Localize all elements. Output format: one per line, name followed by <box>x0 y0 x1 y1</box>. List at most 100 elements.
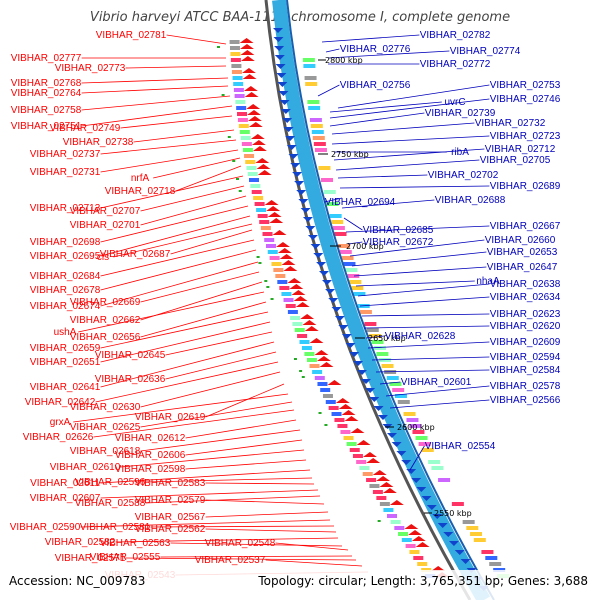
forward-gene-arrow <box>247 116 262 121</box>
reverse-gene-arrow <box>396 451 407 456</box>
left-leader-line <box>185 459 307 470</box>
left-leader-line <box>145 477 313 483</box>
forward-gene-arrow <box>295 302 310 307</box>
forward-gene-arrow <box>302 320 317 325</box>
left-leader-line <box>205 482 315 485</box>
cog-block <box>314 148 327 152</box>
right-leader-line <box>325 48 340 53</box>
cog-block <box>239 130 250 134</box>
reverse-gene-arrow <box>401 460 412 465</box>
forward-gene-arrow <box>241 68 256 73</box>
cog-block <box>389 382 402 386</box>
cog-block <box>376 496 387 500</box>
right-leader-line <box>339 185 490 189</box>
cog-block <box>331 220 344 224</box>
right-leader-line <box>357 283 490 297</box>
cog-block <box>343 436 354 440</box>
right-gene-label: VIBHAR_02638 <box>490 279 561 290</box>
cog-block <box>379 502 390 506</box>
reverse-gene-arrow <box>292 172 303 177</box>
cog-block <box>428 460 441 464</box>
marker-tick <box>221 94 225 96</box>
right-leader-line <box>335 159 480 171</box>
reverse-gene-arrow <box>406 469 417 474</box>
tick-label-2800: 2800 kbp <box>325 56 363 65</box>
forward-gene-arrow <box>240 56 255 61</box>
right-gene-label: VIBHAR_02772 <box>420 59 491 70</box>
forward-gene-arrow <box>291 290 306 295</box>
forward-gene-arrow <box>389 500 404 505</box>
cog-block <box>409 424 422 428</box>
right-leader-line <box>324 197 343 203</box>
left-leader-line <box>100 489 319 499</box>
left-gene-label: VIBHAR_02764 <box>11 88 82 99</box>
cog-block <box>332 226 345 230</box>
reverse-gene-arrow <box>341 334 352 339</box>
reverse-gene-arrow <box>338 325 349 330</box>
reverse-gene-arrow <box>302 217 313 222</box>
cog-block <box>304 76 317 80</box>
left-gene-label: VIBHAR_02738 <box>63 137 134 148</box>
cog-block <box>337 424 348 428</box>
forward-gene-arrow <box>255 158 270 163</box>
cog-block <box>413 556 424 560</box>
cog-block <box>403 412 416 416</box>
cog-block <box>364 322 377 326</box>
right-leader-line <box>333 148 485 161</box>
left-leader-line <box>175 165 242 192</box>
right-leader-line <box>337 174 428 179</box>
forward-gene-arrow <box>411 536 426 541</box>
reverse-gene-arrow <box>454 550 465 555</box>
right-gene-label: VIBHAR_02628 <box>385 331 456 342</box>
left-leader-line <box>100 215 251 257</box>
tick-label-2600: 2600 kbp <box>397 423 435 432</box>
reverse-gene-arrow <box>275 64 286 69</box>
left-leader-line <box>78 291 265 333</box>
cog-block <box>249 178 260 182</box>
cog-block <box>347 274 360 278</box>
left-leader-line <box>170 542 343 547</box>
forward-gene-arrow <box>372 470 387 475</box>
cog-block <box>230 58 241 62</box>
cog-block <box>369 484 380 488</box>
forward-gene-arrow <box>376 476 391 481</box>
left-leader-line <box>145 495 321 504</box>
cog-block <box>294 328 305 332</box>
left-gene-label: VIBHAR_02567 <box>135 512 206 523</box>
reverse-gene-arrow <box>387 433 398 438</box>
left-gene-label: VIBHAR_02698 <box>30 237 101 248</box>
left-leader-line <box>81 105 233 127</box>
cog-block <box>231 64 242 68</box>
marker-tick <box>216 46 220 48</box>
left-gene-label: VIBHAR_02571 <box>55 553 126 564</box>
marker-tick <box>258 262 262 264</box>
forward-gene-arrow <box>257 170 272 175</box>
cog-block <box>372 490 383 494</box>
marker-tick <box>236 178 240 180</box>
cog-block <box>386 376 399 380</box>
right-leader-line <box>345 225 490 233</box>
cog-block <box>283 298 294 302</box>
left-gene-label: VIBHAR_02610 <box>50 462 121 473</box>
marker-tick <box>299 370 303 372</box>
cog-block <box>346 442 357 446</box>
left-leader-line <box>170 229 253 255</box>
forward-gene-arrow <box>338 404 353 409</box>
forward-gene-arrow <box>304 326 319 331</box>
reverse-gene-arrow <box>345 343 356 348</box>
cog-block <box>366 478 377 482</box>
reverse-gene-arrow <box>300 208 311 213</box>
left-leader-line <box>265 559 363 567</box>
left-gene-label: VIBHAR_02562 <box>135 524 206 535</box>
forward-gene-arrow <box>277 248 292 253</box>
right-gene-label: VIBHAR_02705 <box>480 155 551 166</box>
right-gene-label: uvrC <box>444 97 465 108</box>
forward-gene-arrow <box>314 350 329 355</box>
left-gene-label: VIBHAR_02674 <box>30 301 101 312</box>
cog-block <box>337 244 350 248</box>
forward-gene-arrow <box>272 230 287 235</box>
forward-gene-arrow <box>243 86 258 91</box>
cog-block <box>371 340 384 344</box>
left-gene-label: VIBHAR_02659 <box>30 343 101 354</box>
left-leader-line <box>165 351 277 380</box>
